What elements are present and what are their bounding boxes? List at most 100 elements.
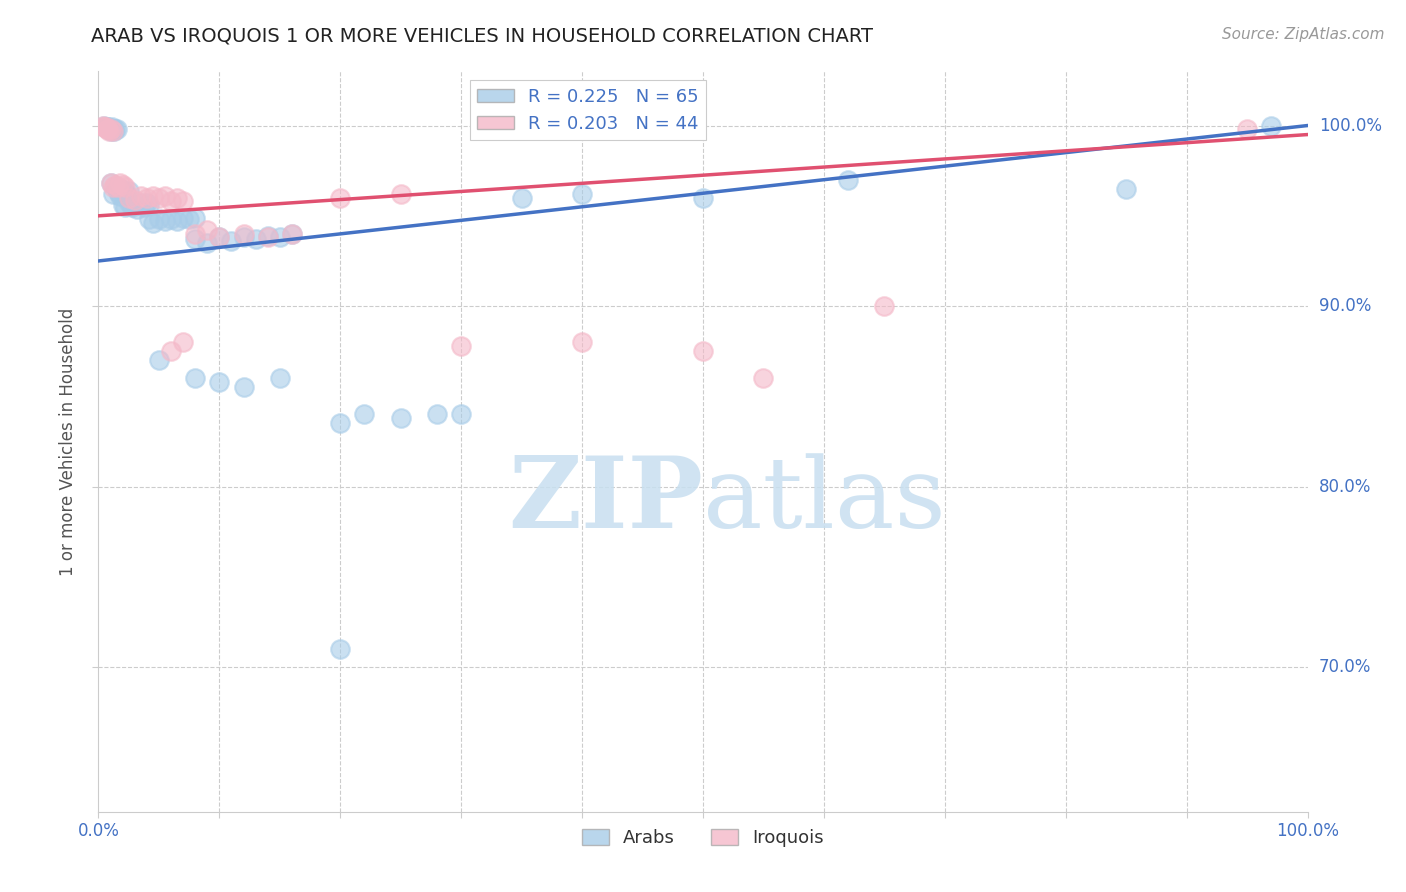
Point (96, 120, 118, 135)
Point (101, 122, 124, 136)
Point (114, 180, 136, 194)
Point (179, 212, 201, 227)
Point (269, 230, 291, 244)
Point (105, 122, 128, 136)
Text: atlas: atlas (703, 453, 946, 549)
Point (256, 228, 278, 243)
Point (142, 189, 165, 203)
Point (105, 182, 128, 196)
Point (329, 642, 352, 657)
Point (135, 191, 157, 205)
Point (118, 191, 141, 205)
Point (281, 227, 304, 241)
Point (100, 124, 122, 138)
Point (195, 223, 218, 237)
Point (111, 178, 134, 193)
Point (232, 227, 254, 241)
Point (138, 198, 160, 212)
Point (510, 191, 533, 205)
Point (148, 353, 170, 368)
Point (329, 417, 352, 431)
Point (281, 227, 304, 241)
Point (91, 119, 114, 133)
Point (134, 200, 156, 214)
Point (98, 124, 121, 138)
Point (208, 230, 231, 244)
Point (93, 119, 115, 133)
Point (148, 212, 170, 227)
Point (221, 234, 243, 248)
Point (110, 182, 132, 196)
Point (184, 211, 207, 225)
Point (129, 189, 152, 203)
Point (208, 230, 231, 244)
Point (107, 180, 129, 194)
Legend: Arabs, Iroquois: Arabs, Iroquois (575, 822, 831, 855)
Point (353, 408, 375, 422)
Point (129, 196, 152, 211)
Point (426, 408, 449, 422)
Point (873, 299, 896, 313)
Point (104, 178, 127, 193)
Point (135, 196, 157, 211)
Point (389, 187, 412, 202)
Text: 80.0%: 80.0% (1319, 478, 1371, 496)
Point (172, 194, 194, 209)
Point (107, 186, 129, 200)
Point (450, 339, 472, 353)
Point (256, 230, 278, 244)
Point (208, 375, 231, 389)
Point (142, 216, 165, 230)
Text: 90.0%: 90.0% (1319, 297, 1371, 315)
Point (184, 227, 207, 241)
Point (195, 235, 218, 250)
Point (245, 232, 267, 246)
Point (837, 172, 859, 186)
Point (100, 120, 122, 135)
Point (389, 411, 412, 425)
Point (160, 212, 183, 227)
Point (96, 122, 118, 136)
Point (571, 335, 593, 350)
Point (153, 189, 176, 203)
Point (100, 177, 122, 191)
Point (111, 198, 134, 212)
Point (118, 196, 141, 211)
Point (450, 408, 472, 422)
Point (103, 124, 125, 138)
Point (115, 187, 138, 202)
Point (269, 371, 291, 385)
Point (108, 177, 131, 191)
Point (1260, 119, 1282, 133)
Point (232, 230, 254, 244)
Point (104, 122, 127, 136)
Point (93, 120, 115, 135)
Point (1236, 122, 1258, 136)
Point (160, 194, 183, 209)
Point (166, 214, 188, 228)
Y-axis label: 1 or more Vehicles in Household: 1 or more Vehicles in Household (59, 308, 77, 575)
Point (100, 122, 122, 136)
Point (94, 120, 117, 135)
Point (121, 200, 143, 214)
Point (101, 180, 124, 194)
Point (172, 335, 194, 350)
Point (114, 200, 136, 214)
Point (124, 198, 146, 212)
Point (184, 371, 207, 385)
Point (329, 191, 352, 205)
Text: ARAB VS IROQUOIS 1 OR MORE VEHICLES IN HOUSEHOLD CORRELATION CHART: ARAB VS IROQUOIS 1 OR MORE VEHICLES IN H… (91, 27, 873, 45)
Point (101, 187, 124, 202)
Point (111, 184, 134, 198)
Point (184, 232, 207, 246)
Point (1115, 182, 1137, 196)
Point (571, 187, 593, 202)
Text: 70.0%: 70.0% (1319, 658, 1371, 676)
Point (148, 191, 170, 205)
Point (124, 193, 146, 207)
Point (100, 177, 122, 191)
Point (98, 122, 121, 136)
Text: ZIP: ZIP (508, 452, 703, 549)
Point (166, 191, 188, 205)
Point (118, 184, 141, 198)
